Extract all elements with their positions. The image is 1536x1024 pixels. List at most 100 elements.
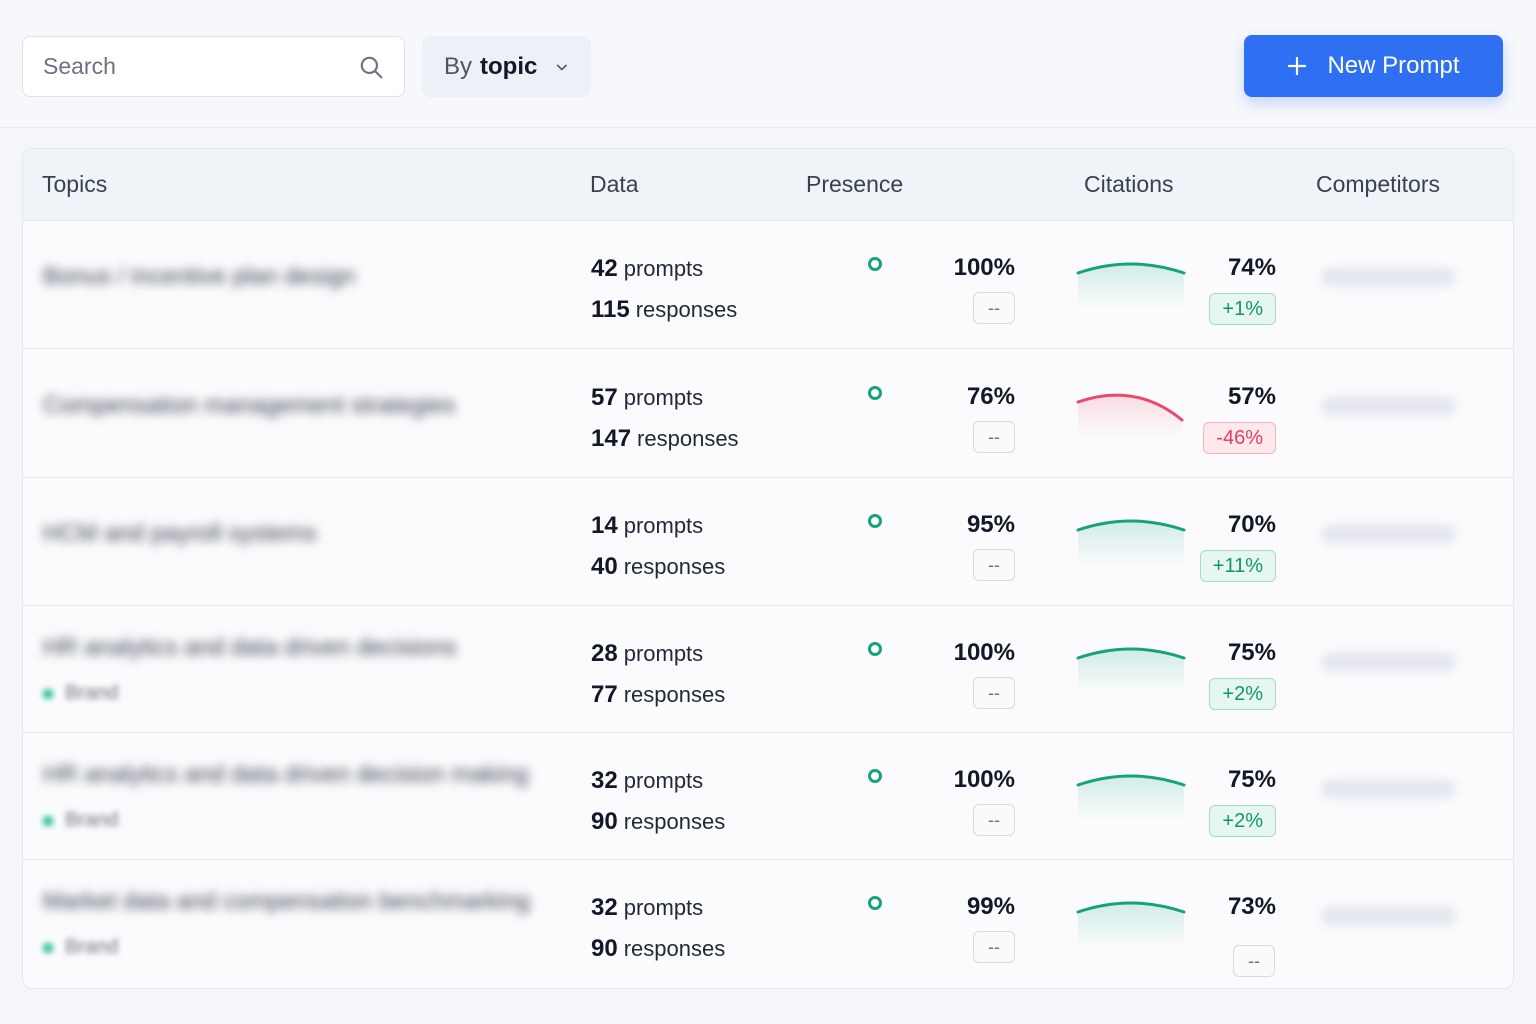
topic-tag-label: Brand [65,809,119,831]
prompts-unit: prompts [623,513,704,538]
citations-value: 75% [1227,766,1276,793]
presence-status-icon [868,769,882,783]
presence-status-icon [868,257,882,271]
competitors-value[interactable]: Competitors [1321,396,1456,416]
sparkline-area [1078,264,1184,309]
topic-name[interactable]: HR analytics and data driven decisions [43,634,457,661]
header-competitors[interactable]: Competitors [1316,171,1440,197]
table-row[interactable]: HR analytics and data driven decisions Br… [23,606,1513,733]
responses-unit: responses [637,426,739,451]
prompts-value: 28 [591,640,618,667]
table-row[interactable]: Compensation management strategies 57 prom… [23,350,1513,478]
prompts-unit: prompts [623,256,704,281]
citations-trend-sparkline [1076,647,1186,694]
presence-value: 100% [953,766,1015,793]
group-by-dropdown[interactable]: By topic [422,36,591,97]
prompts-value: 14 [591,512,618,539]
plus-icon [1288,56,1307,76]
competitors-value[interactable]: Competitors [1321,779,1456,799]
topic-tag-label: Brand [65,682,119,704]
presence-delta: -- [973,292,1015,324]
topic-tag: Brand [43,682,118,705]
sparkline-line [1076,647,1186,660]
topics-table: Topics Data Presence Citations Competito… [22,148,1514,989]
search-box[interactable] [22,36,405,97]
topic-tag: Brand [43,936,118,959]
citations-trend-sparkline [1076,393,1184,438]
citations-trend-sparkline [1076,262,1186,309]
group-by-value: topic [480,52,538,80]
topic-name[interactable]: HR analytics and data driven decision ma… [43,761,529,788]
prompts-unit: prompts [623,895,704,920]
group-by-prefix: By [444,52,473,80]
citations-delta: -- [1233,945,1275,977]
responses-value: 40 [591,553,618,580]
responses-value: 90 [591,935,618,962]
competitors-value[interactable]: Competitors [1321,906,1456,926]
competitors-value[interactable]: Competitors [1321,652,1456,672]
prompts-count: 57 prompts [591,384,703,412]
presence-delta: -- [973,549,1015,581]
presence-delta: -- [973,931,1015,963]
presence-delta: -- [973,804,1015,836]
prompts-value: 32 [591,767,618,794]
responses-unit: responses [623,554,726,579]
responses-unit: responses [623,936,726,961]
citations-delta: +1% [1209,293,1276,325]
topic-name[interactable]: Market data and compensation benchmarkin… [43,888,530,915]
sparkline-line [1076,262,1186,275]
responses-unit: responses [635,297,738,322]
competitors-value[interactable]: Competitors [1321,267,1456,287]
citations-trend-sparkline [1076,774,1186,821]
competitors-value[interactable]: Competitors [1321,524,1456,544]
citations-value: 57% [1227,383,1276,410]
citations-delta: -46% [1203,422,1276,454]
topic-name[interactable]: Bonus / incentive plan design [43,263,356,290]
citations-delta: +2% [1209,678,1276,710]
prompts-value: 42 [591,255,618,282]
citations-trend-sparkline [1076,901,1186,948]
responses-count: 147 responses [591,425,739,453]
table-row[interactable]: Bonus / incentive plan design 42 prompts 11… [23,221,1513,349]
toolbar: By topic New Prompt [0,0,1536,128]
sparkline-area [1078,903,1184,948]
header-citations[interactable]: Citations [1084,171,1174,197]
header-topics[interactable]: Topics [42,171,108,197]
table-row[interactable]: Market data and compensation benchmarkin… [23,860,1513,988]
search-icon[interactable] [358,54,384,80]
citations-delta: +2% [1209,805,1276,837]
citations-trend-sparkline [1076,519,1186,566]
table-header: Topics Data Presence Citations Competito… [23,149,1513,221]
header-presence[interactable]: Presence [806,171,904,197]
sparkline-area [1078,776,1184,821]
header-data[interactable]: Data [590,171,639,197]
citations-delta: +11% [1199,550,1276,582]
topic-name[interactable]: Compensation management strategies [43,392,456,419]
prompts-count: 42 prompts [591,255,703,283]
responses-unit: responses [623,682,726,707]
responses-value: 77 [591,681,618,708]
prompts-count: 28 prompts [591,640,703,668]
new-prompt-label: New Prompt [1327,52,1460,79]
sparkline-line [1076,901,1186,914]
sparkline-area [1078,521,1184,566]
citations-value: 70% [1227,511,1276,538]
responses-count: 115 responses [591,296,737,324]
chevron-down-icon [557,64,568,70]
prompts-unit: prompts [623,385,704,410]
sparkline-area [1078,395,1182,438]
new-prompt-button[interactable]: New Prompt [1244,35,1503,97]
presence-status-icon [868,386,882,400]
sparkline-line [1076,774,1186,787]
responses-count: 77 responses [591,681,725,709]
prompts-unit: prompts [623,768,704,793]
responses-value: 115 [591,296,630,323]
prompts-count: 32 prompts [591,767,703,795]
topic-name[interactable]: HCM and payroll systems [43,520,317,547]
sparkline-line [1076,519,1186,532]
table-row[interactable]: HCM and payroll systems 14 prompts 40 respon… [23,478,1513,606]
presence-delta: -- [973,677,1015,709]
search-input[interactable] [43,53,358,80]
table-row[interactable]: HR analytics and data driven decision ma… [23,733,1513,860]
prompts-count: 32 prompts [591,894,703,922]
